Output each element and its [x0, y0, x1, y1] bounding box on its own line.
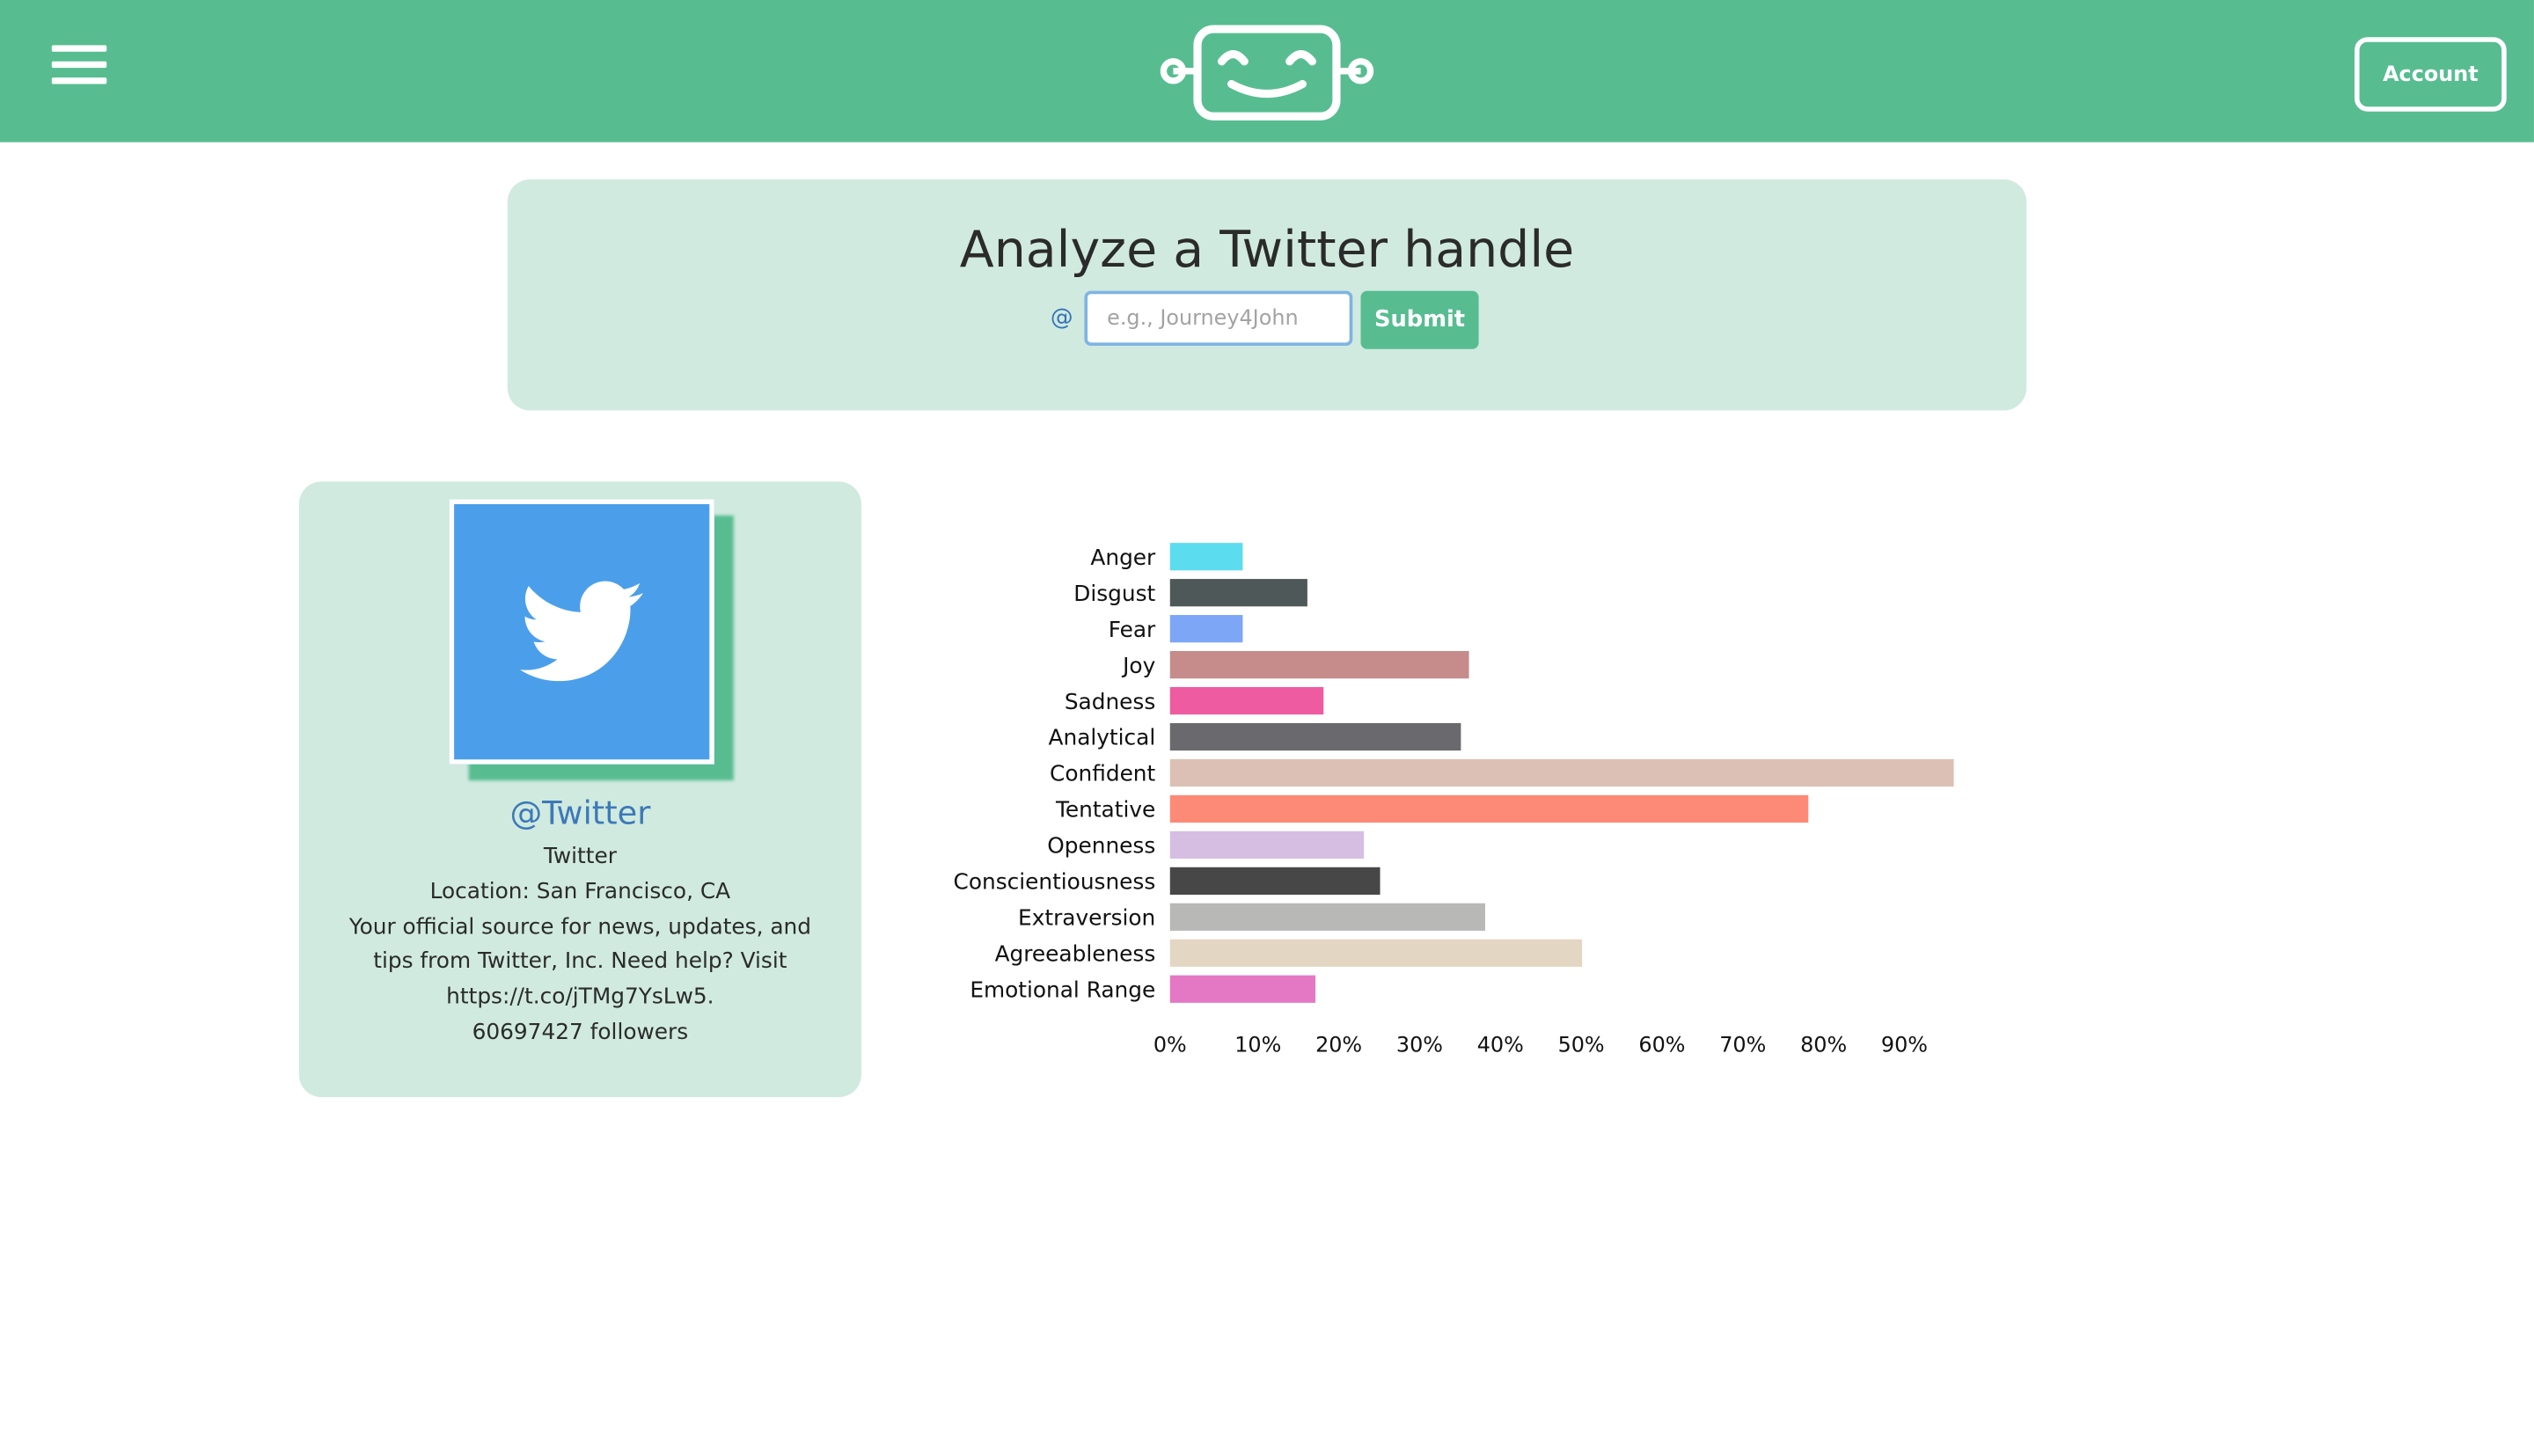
- bar-emotional-range[interactable]: [1169, 975, 1316, 1003]
- search-panel: Analyze a Twitter handle @ Submit: [507, 179, 2027, 411]
- category-label: Confident: [1050, 761, 1155, 787]
- bar-joy[interactable]: [1169, 651, 1469, 679]
- category-label: Conscientiousness: [954, 869, 1156, 895]
- category-label: Sadness: [1065, 689, 1155, 714]
- category-label: Openness: [1047, 833, 1155, 859]
- account-button[interactable]: Account: [2355, 37, 2507, 112]
- bar-fear[interactable]: [1169, 615, 1243, 643]
- profile-handle-link[interactable]: @Twitter: [509, 793, 651, 832]
- bar-tentative[interactable]: [1169, 794, 1809, 823]
- category-label: Disgust: [1073, 581, 1155, 606]
- top-navigation-bar: Account: [0, 0, 2534, 143]
- hamburger-menu-icon[interactable]: [48, 42, 110, 87]
- avatar: [449, 499, 714, 765]
- avatar-frame: [449, 499, 734, 781]
- x-tick-label: 30%: [1396, 1033, 1443, 1057]
- category-label: Anger: [1090, 545, 1156, 570]
- submit-button[interactable]: Submit: [1360, 290, 1479, 349]
- bar-conscientiousness[interactable]: [1169, 867, 1381, 895]
- bar-openness[interactable]: [1169, 830, 1365, 860]
- bar-disgust[interactable]: [1169, 579, 1307, 607]
- profile-name: Twitter: [543, 843, 617, 870]
- bar-analytical[interactable]: [1169, 722, 1461, 751]
- bar-extraversion[interactable]: [1169, 903, 1485, 931]
- twitter-handle-input[interactable]: [1084, 290, 1353, 347]
- search-title: Analyze a Twitter handle: [959, 221, 1575, 280]
- profile-details: Twitter Location: San Francisco, CA Your…: [332, 840, 830, 1051]
- category-label: Emotional Range: [970, 977, 1155, 1002]
- category-label: Tentative: [1055, 797, 1155, 823]
- x-tick-label: 70%: [1719, 1033, 1766, 1057]
- x-tick-label: 90%: [1881, 1033, 1928, 1057]
- bar-agreeableness[interactable]: [1169, 939, 1583, 967]
- category-label: Fear: [1109, 617, 1156, 642]
- x-tick-label: 0%: [1153, 1033, 1187, 1057]
- tone-bar-chart: Anger Disgust Fear Joy Sadness Analytical Conf…: [954, 543, 1954, 1057]
- bar-sadness[interactable]: [1169, 686, 1324, 715]
- category-label: Agreeableness: [995, 940, 1156, 966]
- category-label: Extraversion: [1018, 905, 1155, 931]
- smiling-robot-logo-icon[interactable]: [1157, 19, 1377, 123]
- category-label: Analytical: [1049, 725, 1156, 750]
- category-label: Joy: [1121, 653, 1155, 678]
- profile-location: Location: San Francisco, CA: [429, 878, 731, 905]
- twitter-bird-icon: [520, 581, 644, 682]
- menu-line: [51, 61, 107, 69]
- bar-confident[interactable]: [1169, 758, 1954, 787]
- at-sign-prefix: @: [1050, 305, 1073, 332]
- x-tick-label: 60%: [1638, 1033, 1685, 1057]
- menu-line: [51, 77, 107, 84]
- profile-bio: Your official source for news, updates, …: [348, 913, 812, 1011]
- x-tick-label: 50%: [1558, 1033, 1605, 1057]
- x-tick-label: 10%: [1234, 1033, 1281, 1057]
- x-tick-label: 40%: [1477, 1033, 1524, 1057]
- menu-line: [51, 45, 107, 52]
- profile-card: @Twitter Twitter Location: San Francisco…: [298, 481, 861, 1098]
- bar-anger[interactable]: [1169, 543, 1243, 571]
- profile-followers: 60697427 followers: [472, 1019, 689, 1046]
- x-tick-label: 20%: [1315, 1033, 1362, 1057]
- x-tick-label: 80%: [1800, 1033, 1847, 1057]
